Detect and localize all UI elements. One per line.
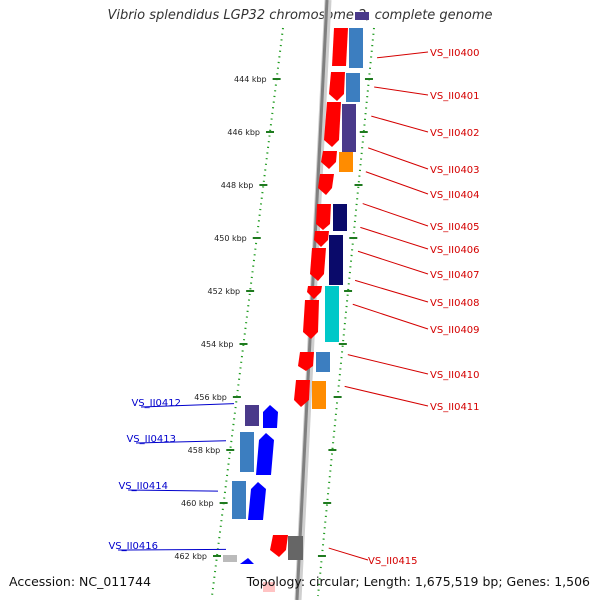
gene-arrow-red: [310, 248, 326, 281]
label-leader: [328, 547, 369, 561]
gene-arrow-red: [316, 204, 331, 230]
gene-label-plus[interactable]: VS_II0411: [430, 402, 480, 413]
gene-arrow-red: [332, 28, 348, 66]
tick-label: 446 kbp: [227, 128, 260, 137]
gene-arrow-red: [303, 300, 319, 339]
topology-summary: Topology: circular; Length: 1,675,519 bp…: [246, 574, 590, 589]
accession-text: Accession: NC_011744: [9, 574, 152, 589]
label-leader-lines: [117, 51, 429, 561]
label-leader: [352, 303, 429, 330]
gene-arrow-blue: [248, 482, 266, 520]
gene-box-purple: [355, 12, 369, 20]
inner-dotted-track: [317, 27, 375, 597]
label-leader: [365, 171, 429, 195]
label-leader: [362, 203, 429, 227]
tick-label: 456 kbp: [194, 393, 227, 402]
gene-label-plus[interactable]: VS_II0401: [430, 91, 480, 102]
gene-label-plus[interactable]: VS_II0402: [430, 128, 480, 139]
label-leader: [344, 385, 429, 407]
label-leader: [377, 51, 429, 59]
label-leader: [368, 147, 429, 170]
gene-arrow-blue: [240, 558, 254, 564]
gene-label-minus[interactable]: VS_II0413: [126, 434, 176, 445]
gene-box-purple: [245, 405, 259, 426]
gene-label-plus[interactable]: VS_II0400: [430, 48, 480, 59]
gene-label-plus[interactable]: VS_II0404: [430, 190, 480, 201]
label-leader: [357, 250, 429, 275]
gene-arrow-red: [318, 174, 334, 195]
gene-box-blue: [346, 73, 360, 102]
gene-box-blue: [349, 28, 363, 68]
gene-arrow-red: [270, 535, 288, 557]
map-title: Vibrio splendidus LGP32 chromosome 2, co…: [107, 8, 493, 23]
gene-box-navy: [329, 235, 343, 285]
gene-label-plus[interactable]: VS_II0405: [430, 222, 480, 233]
gene-arrow-red: [307, 286, 322, 299]
gene-arrow-red: [329, 72, 345, 101]
gene-arrow-red: [294, 380, 310, 407]
gene-labels: VS_II0400 VS_II0401 VS_II0402 VS_II0403 VS_I…: [108, 48, 479, 567]
gene-box-pink: [263, 582, 275, 592]
tick-label: 462 kbp: [174, 552, 207, 561]
gene-label-plus[interactable]: VS_II0406: [430, 245, 480, 256]
gene-box-purple: [342, 104, 356, 152]
gene-arrow-red: [324, 102, 341, 147]
tick-label: 460 kbp: [181, 499, 214, 508]
gene-label-plus[interactable]: VS_II0407: [430, 270, 480, 281]
gene-box-orange: [312, 381, 326, 409]
gene-box-cyan: [325, 286, 339, 342]
gene-label-plus[interactable]: VS_II0415: [368, 556, 418, 567]
gene-arrow-blue: [256, 433, 274, 475]
tick-label: 448 kbp: [221, 181, 254, 190]
gene-label-minus[interactable]: VS_II0416: [108, 541, 158, 552]
label-leader: [117, 548, 227, 551]
label-leader: [140, 403, 235, 408]
gene-label-plus[interactable]: VS_II0403: [430, 165, 480, 176]
gene-label-minus[interactable]: VS_II0412: [131, 398, 181, 409]
label-leader: [371, 115, 429, 133]
gene-box-lightgray: [223, 555, 237, 562]
outer-dotted-track: [211, 27, 284, 597]
gene-arrow-red: [321, 151, 337, 169]
label-leader: [354, 279, 429, 303]
gene-box-blue: [240, 432, 254, 472]
gene-arrow-blue: [263, 405, 278, 428]
label-leader: [135, 440, 227, 444]
tick-label: 450 kbp: [214, 234, 247, 243]
label-leader: [347, 354, 429, 375]
gene-arrow-red: [314, 231, 329, 247]
gene-label-minus[interactable]: VS_II0414: [118, 481, 168, 492]
gene-label-plus[interactable]: VS_II0408: [430, 298, 480, 309]
tick-label: 452 kbp: [208, 287, 241, 296]
label-leader: [374, 86, 429, 96]
gene-label-plus[interactable]: VS_II0409: [430, 325, 480, 336]
scale-ticks: 444 kbp 446 kbp 448 kbp 450 kbp 452 kbp 454 k…: [174, 75, 373, 561]
gene-label-plus[interactable]: VS_II0410: [430, 370, 480, 381]
tick-label: 444 kbp: [234, 75, 267, 84]
label-leader: [127, 489, 219, 492]
gene-arrow-red: [298, 352, 314, 371]
tick-label: 454 kbp: [201, 340, 234, 349]
label-leader: [360, 226, 429, 250]
gene-box-navy: [333, 204, 347, 231]
gene-box-orange: [339, 152, 353, 172]
tick-label: 458 kbp: [188, 446, 221, 455]
gene-box-blue: [316, 352, 330, 372]
gene-box-blue: [232, 481, 246, 519]
gene-box-gray: [288, 536, 303, 560]
